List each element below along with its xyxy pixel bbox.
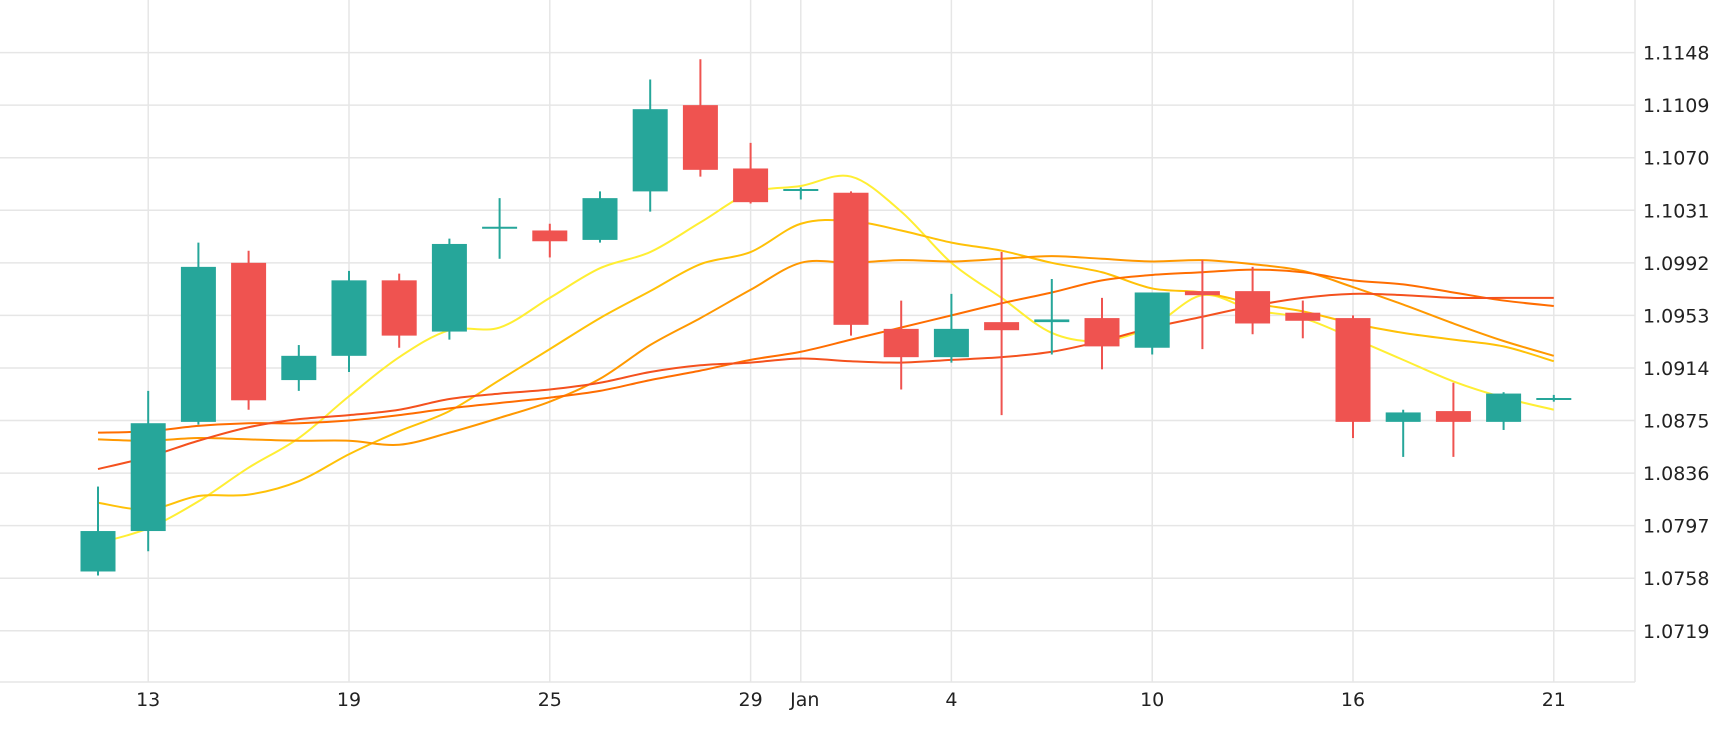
- candle-body: [381, 280, 417, 336]
- moving-average-lines: [97, 174, 1555, 545]
- candle-body: [1235, 291, 1271, 324]
- y-tick-label: 1.1031: [1643, 200, 1709, 222]
- candle-body: [1385, 412, 1421, 422]
- moving-average-line-4: [97, 268, 1554, 434]
- candle-body: [532, 230, 568, 242]
- candle: [1335, 315, 1371, 439]
- x-tick-label: 13: [136, 689, 160, 711]
- candle: [80, 486, 116, 576]
- candle-body: [582, 198, 618, 240]
- candle: [833, 191, 869, 336]
- x-tick-label: 25: [538, 689, 562, 711]
- candle: [1536, 394, 1572, 402]
- candle-body: [1486, 393, 1522, 422]
- candle: [1285, 300, 1321, 339]
- candle-body: [933, 328, 969, 358]
- candle-body: [984, 322, 1020, 331]
- y-tick-label: 1.0953: [1643, 305, 1709, 327]
- candle: [431, 238, 467, 340]
- candle: [130, 390, 166, 552]
- candle: [883, 300, 919, 390]
- candle-body: [331, 280, 367, 356]
- x-tick-label: Jan: [789, 689, 819, 711]
- y-tick-label: 1.1148: [1643, 43, 1709, 65]
- y-tick-label: 1.1109: [1643, 95, 1709, 117]
- candle: [381, 273, 417, 348]
- candle-body: [231, 262, 267, 401]
- candle: [1184, 260, 1220, 350]
- candle: [231, 250, 267, 410]
- candle-body: [1134, 292, 1170, 348]
- candle: [582, 191, 618, 243]
- candle-body: [1285, 312, 1321, 321]
- candle: [532, 223, 568, 258]
- y-tick-label: 1.1070: [1643, 148, 1709, 170]
- y-tick-label: 1.0875: [1643, 411, 1709, 433]
- x-tick-label: 16: [1341, 689, 1365, 711]
- candle-body: [130, 423, 166, 532]
- candle: [933, 293, 969, 363]
- candle: [632, 79, 668, 212]
- candle-body: [682, 105, 718, 170]
- candle: [180, 242, 216, 425]
- axes: 1.1148 1.1109 1.1070 1.1031 1.0992 1.0953 1.09…: [136, 43, 1709, 711]
- y-tick-label: 1.0797: [1643, 516, 1709, 538]
- candle: [1034, 279, 1070, 355]
- candle-body: [733, 168, 769, 203]
- candle: [482, 198, 518, 259]
- candle: [1486, 392, 1522, 430]
- candles: [80, 59, 1572, 576]
- candle-body: [281, 355, 317, 381]
- x-tick-label: 4: [945, 689, 957, 711]
- y-tick-label: 1.0914: [1643, 358, 1709, 380]
- candle-body: [883, 328, 919, 358]
- candle-body: [1335, 318, 1371, 422]
- candle: [984, 252, 1020, 416]
- candle-body: [1084, 318, 1120, 347]
- moving-average-line-2: [97, 219, 1555, 511]
- candle-body: [80, 531, 116, 572]
- candle-body: [1435, 411, 1471, 422]
- moving-average-line-5: [97, 292, 1554, 471]
- candle: [1235, 266, 1271, 335]
- y-tick-label: 1.0992: [1643, 253, 1709, 275]
- candle: [733, 142, 769, 204]
- candle-body: [1184, 291, 1220, 296]
- candle-body: [1034, 319, 1070, 323]
- candle-body: [833, 192, 869, 325]
- candle: [331, 270, 367, 372]
- y-tick-label: 1.0719: [1643, 621, 1709, 643]
- candle-body: [180, 266, 216, 422]
- x-tick-label: 19: [337, 689, 361, 711]
- candle: [1084, 297, 1120, 370]
- candle: [1435, 382, 1471, 457]
- candle: [783, 187, 819, 200]
- candle: [682, 59, 718, 177]
- x-tick-label: 29: [739, 689, 763, 711]
- candle: [281, 345, 317, 391]
- candle-body: [632, 109, 668, 192]
- y-tick-label: 1.0758: [1643, 568, 1709, 590]
- candle-body: [431, 243, 467, 332]
- x-tick-label: 10: [1140, 689, 1164, 711]
- candle: [1385, 409, 1421, 457]
- x-tick-label: 21: [1542, 689, 1566, 711]
- candle: [1134, 292, 1170, 355]
- y-tick-label: 1.0836: [1643, 463, 1709, 485]
